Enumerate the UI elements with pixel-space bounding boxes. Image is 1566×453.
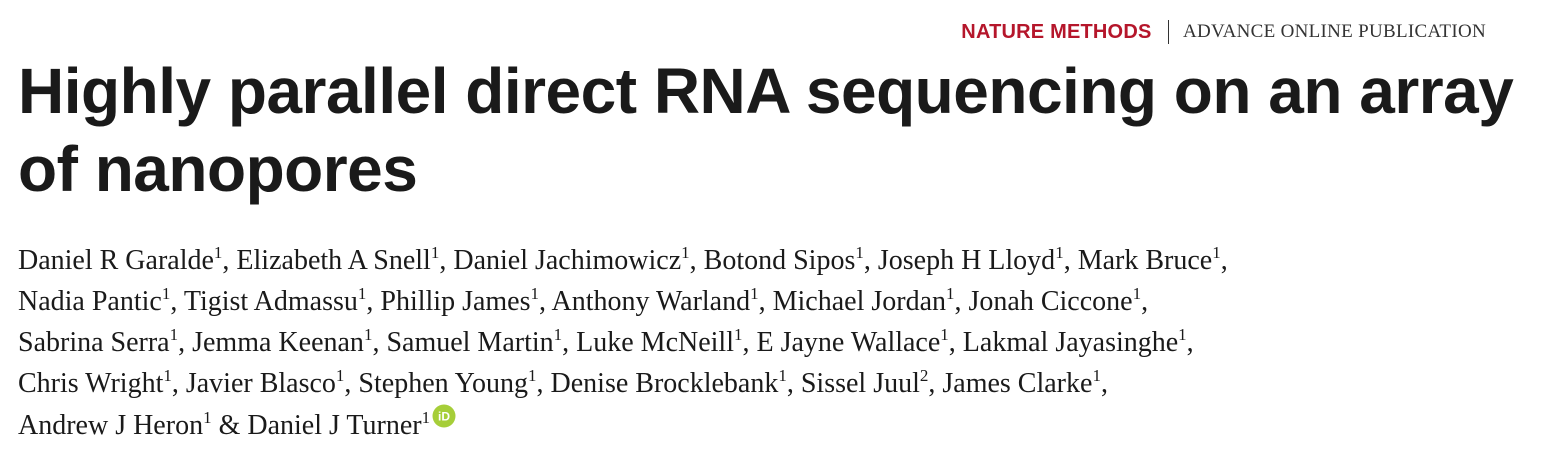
affiliation-marker: 1 [335, 366, 345, 385]
author-name-text: Daniel R Garalde [18, 245, 214, 276]
author-name: Tigist Admassu1 [183, 284, 367, 317]
author-name: Denise Brocklebank1 [550, 366, 787, 399]
author-name: Lakmal Jayasinghe1 [962, 325, 1187, 358]
author-name: Phillip James1 [380, 284, 540, 317]
affiliation-marker: 1 [357, 284, 367, 303]
author-joiner: & [218, 410, 241, 441]
article-title: Highly parallel direct RNA sequencing on… [18, 55, 1514, 205]
author-name: E Jayne Wallace1 [756, 325, 949, 358]
affiliation-marker: 1 [528, 366, 537, 385]
author-name: Nadia Pantic1 [18, 284, 171, 317]
author-name: Daniel J Turner1 iD [247, 404, 456, 441]
author-name: Daniel R Garalde1 [18, 243, 223, 276]
author-name-text: Andrew J Heron [18, 410, 204, 441]
affiliation-marker: 1 [681, 243, 690, 262]
affiliation-marker: 1 [1055, 243, 1064, 262]
affiliation-marker: 1 [1092, 366, 1101, 385]
author-name-text: Luke McNeill [576, 327, 734, 358]
author-name-text: Michael Jordan [772, 286, 946, 317]
author-name: Elizabeth A Snell1 [236, 243, 440, 276]
author-name-text: Daniel Jachimowicz [453, 245, 682, 276]
affiliation-marker: 1 [169, 325, 179, 344]
author-name-text: Joseph H Lloyd [877, 245, 1056, 276]
author-name-text: Sabrina Serra [18, 327, 170, 358]
author-name: Sabrina Serra1 [18, 325, 179, 358]
author-name: Luke McNeill1 [576, 325, 743, 358]
author-name: Sissel Juul2 [800, 366, 929, 399]
affiliation-marker: 1 [778, 366, 787, 385]
affiliation-marker: 1 [1132, 284, 1142, 303]
author-name: Mark Bruce1 [1077, 243, 1221, 276]
author-list: Daniel R Garalde1, Elizabeth A Snell1, D… [18, 243, 1228, 441]
author-name-text: Denise Brocklebank [550, 368, 779, 399]
journal-name: NATURE METHODS [961, 21, 1152, 43]
author-name-text: Samuel Martin [386, 327, 554, 358]
author-name: Anthony Warland1 [551, 284, 759, 317]
author-name-text: James Clarke [942, 368, 1093, 399]
author-name-text: Mark Bruce [1077, 245, 1213, 276]
author-name-text: Lakmal Jayasinghe [962, 327, 1179, 358]
affiliation-marker: 1 [203, 408, 212, 427]
orcid-icon-label: iD [438, 410, 450, 424]
affiliation-marker: 1 [161, 284, 171, 303]
author-name: Michael Jordan1 [772, 284, 955, 317]
affiliation-marker: 1 [1212, 243, 1221, 262]
affiliation-marker: 1 [421, 408, 431, 427]
author-name-text: Sissel Juul [800, 368, 920, 399]
author-name-text: Nadia Pantic [18, 286, 162, 317]
affiliation-marker: 1 [750, 284, 759, 303]
author-name-text: Botond Sipos [703, 245, 856, 276]
affiliation-marker: 1 [553, 325, 563, 344]
author-name-text: Anthony Warland [551, 286, 751, 317]
author-name: Daniel Jachimowicz1 [453, 243, 690, 276]
author-name-text: Javier Blasco [185, 368, 336, 399]
author-name-text: Elizabeth A Snell [236, 245, 431, 276]
affiliation-marker: 1 [363, 325, 373, 344]
affiliation-marker: 1 [430, 243, 440, 262]
journal-header: NATURE METHODS ADVANCE ONLINE PUBLICATIO… [961, 18, 1486, 46]
affiliation-marker: 1 [1178, 325, 1187, 344]
author-name: Jonah Ciccone1 [968, 284, 1142, 317]
author-name: Stephen Young1 [358, 366, 537, 399]
affiliation-marker: 1 [940, 325, 949, 344]
author-name-text: Stephen Young [358, 368, 529, 399]
affiliation-marker: 1 [946, 284, 955, 303]
author-name-text: E Jayne Wallace [756, 327, 941, 358]
affiliation-marker: 2 [919, 366, 929, 385]
author-name: Jemma Keenan1 [192, 325, 373, 358]
affiliation-marker: 1 [530, 284, 540, 303]
author-name: James Clarke1 [942, 366, 1101, 399]
author-name-text: Jonah Ciccone [968, 286, 1133, 317]
author-name-text: Jemma Keenan [192, 327, 364, 358]
author-name: Javier Blasco1 [185, 366, 345, 399]
author-name-text: Phillip James [380, 286, 531, 317]
author-name: Andrew J Heron1 [18, 408, 212, 441]
affiliation-marker: 1 [733, 325, 743, 344]
author-name: Samuel Martin1 [386, 325, 563, 358]
author-name-text: Tigist Admassu [183, 286, 358, 317]
publication-type: ADVANCE ONLINE PUBLICATION [1183, 21, 1486, 42]
author-name: Botond Sipos1 [703, 243, 864, 276]
affiliation-marker: 1 [855, 243, 864, 262]
header-divider [1167, 20, 1169, 44]
author-name-text: Daniel J Turner [247, 410, 422, 441]
author-name-text: Chris Wright [18, 368, 164, 399]
author-name: Chris Wright1 [18, 366, 172, 399]
author-name: Joseph H Lloyd1 [877, 243, 1064, 276]
affiliation-marker: 1 [213, 243, 223, 262]
affiliation-marker: 1 [163, 366, 172, 385]
orcid-icon[interactable]: iD [432, 404, 456, 428]
